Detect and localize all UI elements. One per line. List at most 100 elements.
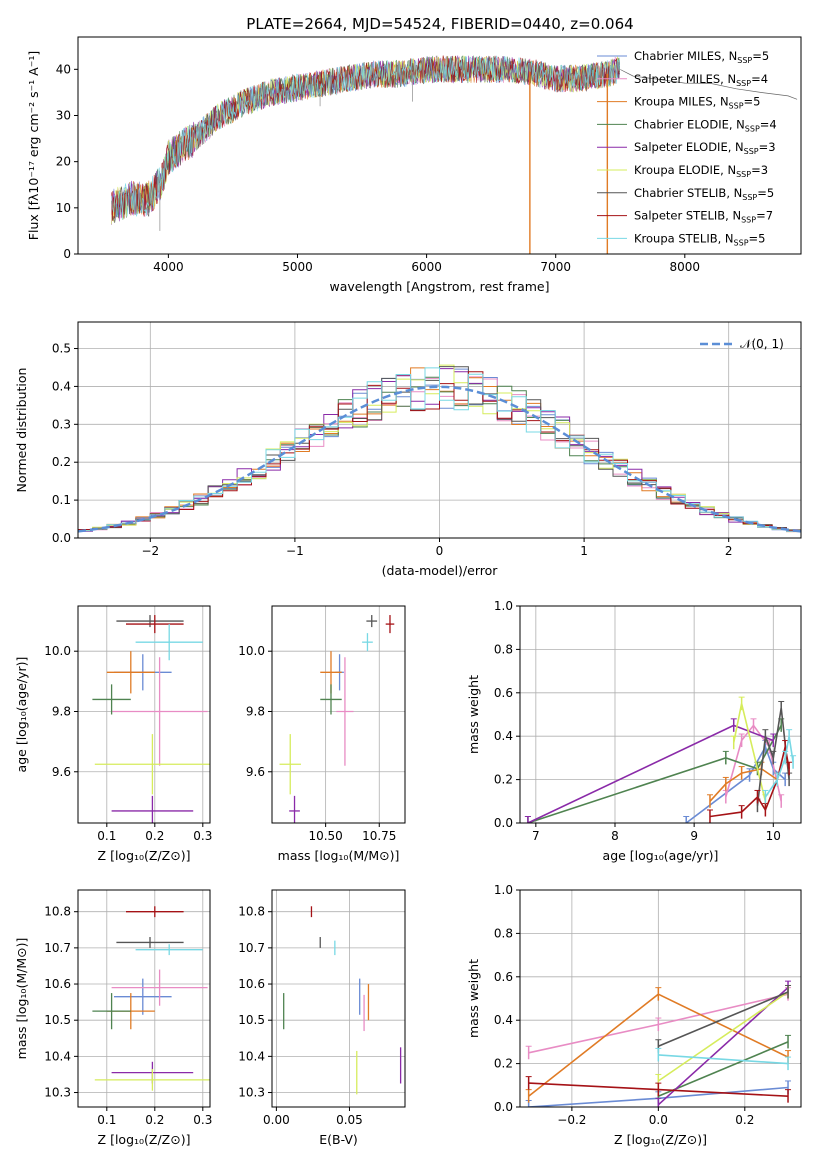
y-tick-label: 0.0: [494, 816, 513, 830]
data-point: [289, 795, 300, 823]
y-tick-label: 0.2: [494, 1057, 513, 1071]
axes-frame: [519, 605, 802, 824]
y-tick-label: 10.0: [44, 644, 71, 658]
y-tick-label: 40: [56, 62, 71, 76]
x-tick-label: −2: [141, 544, 159, 558]
data-point: [126, 615, 184, 634]
legend-label: 𝒩(0, 1): [740, 337, 784, 351]
y-tick-label: 10: [56, 201, 71, 215]
spectrum-line: [111, 55, 620, 221]
y-axis-label: age [log₁₀(age/yr)]: [14, 657, 29, 773]
y-tick-label: 20: [56, 155, 71, 169]
legend-count: =4: [760, 117, 777, 131]
x-tick-label: 6000: [411, 260, 442, 274]
y-tick-label: 0.1: [52, 493, 71, 507]
y-tick-label: 10.4: [44, 1049, 71, 1063]
x-tick-label: 8: [611, 829, 619, 843]
data-point: [385, 615, 395, 634]
panel-mass-vs-ebv: 0.00 0.05 10.3 10.4 10.5 10.6 10.7 10.8 E(B-V): [238, 889, 406, 1147]
y-tick-label: 1.0: [494, 599, 513, 613]
mass-weight-series: [657, 991, 789, 1047]
data-point: [92, 684, 131, 715]
data-point: [126, 906, 184, 918]
legend: 𝒩(0, 1): [700, 337, 784, 351]
y-tick-label: 10.7: [44, 941, 71, 955]
legend-label: Chabrier STELIB, NSSP=5: [634, 186, 774, 202]
x-axis-label: Z [log₁₀(Z/Z⊙)]: [98, 848, 191, 863]
y-tick-label: 0.3: [52, 417, 71, 431]
panels: 4000 5000 6000 7000 8000010203040wavelength …: [14, 36, 802, 1147]
normal-reference-curve: [78, 385, 801, 533]
y-tick-label: 10.5: [238, 1013, 265, 1027]
panel-spectrum: 4000 5000 6000 7000 8000 0 10 20 30 40 wavelength …: [26, 36, 802, 294]
data-point: [106, 651, 155, 694]
data-point: [94, 734, 210, 795]
data-point: [366, 615, 378, 628]
y-tick-label: 9.8: [52, 704, 71, 718]
mass-weight-series: [685, 745, 786, 823]
y-axis-label: mass weight: [466, 675, 481, 754]
data-point: [111, 657, 208, 766]
data-point: [111, 969, 208, 1006]
y-tick-label: 0.2: [494, 773, 513, 787]
y-tick-label: 10.6: [238, 977, 265, 991]
data-point: [111, 795, 194, 823]
legend-count: =3: [751, 163, 768, 177]
legend-subscript: SSP: [734, 238, 749, 247]
y-tick-label: 10.3: [44, 1086, 71, 1100]
y-tick-label: 10.8: [238, 905, 265, 919]
y-tick-label: 9.8: [246, 704, 265, 718]
x-axis-label: Z [log₁₀(Z/Z⊙)]: [98, 1132, 191, 1147]
x-tick-label: 10: [766, 829, 781, 843]
legend-label: Chabrier MILES, NSSP=5: [634, 49, 769, 65]
axes-frame: [77, 36, 802, 255]
legend-label: Kroupa ELODIE, NSSP=3: [634, 163, 768, 179]
plot-area: [283, 906, 402, 1095]
y-tick-label: 10.3: [238, 1086, 265, 1100]
legend-subscript: SSP: [745, 124, 760, 133]
legend-label: Salpeter MILES, NSSP=4: [634, 72, 768, 88]
figure-title: PLATE=2664, MJD=54524, FIBERID=0440, z=0…: [246, 15, 633, 33]
y-tick-label: 0.0: [494, 1100, 513, 1114]
x-tick-label: 7000: [540, 260, 571, 274]
y-tick-label: 0.0: [52, 531, 71, 545]
panel-age-vs-mass: 10.50 10.75 9.6 9.8 10.0 mass [log₁₀(M/M⊙)]: [238, 605, 406, 863]
data-point: [116, 615, 184, 628]
plot-area: [524, 696, 797, 823]
legend-label: Kroupa MILES, NSSP=5: [634, 95, 760, 111]
panel-mass-weight-vs-age: 7 8 9 10 0.0 0.2 0.4 0.6 0.8 1.0 age [log₁₀(age/yr…: [466, 599, 802, 863]
data-point: [336, 657, 354, 766]
legend-subscript: SSP: [729, 102, 744, 111]
data-point: [320, 684, 342, 715]
y-tick-label: 0.8: [494, 642, 513, 656]
y-tick-label: 0.6: [494, 686, 513, 700]
y-tick-label: 9.6: [52, 765, 71, 779]
x-tick-label: 0.05: [336, 1113, 363, 1127]
legend-count: =7: [756, 209, 773, 223]
legend-count: =5: [749, 231, 766, 245]
plot-area: [92, 615, 210, 823]
legend-subscript: SSP: [737, 56, 752, 65]
x-tick-label: 7: [532, 829, 540, 843]
x-tick-label: 0.2: [145, 1113, 164, 1127]
y-axis-label: mass weight: [466, 959, 481, 1038]
y-tick-label: 1.0: [494, 883, 513, 897]
legend-label: Kroupa STELIB, NSSP=5: [634, 231, 765, 247]
x-axis-label: mass [log₁₀(M/M⊙)]: [278, 848, 400, 863]
mass-weight-series: [658, 1054, 789, 1065]
x-tick-label: 0.1: [97, 829, 116, 843]
x-axis-label: age [log₁₀(age/yr)]: [603, 848, 719, 863]
data-point: [116, 937, 184, 948]
panel-residuals: −2 −1 0 1 2 0.0 0.1 0.2 0.3 0.4 0.5 (data-model)/er…: [14, 321, 802, 578]
data-point: [92, 993, 131, 1030]
y-tick-label: 0.2: [52, 455, 71, 469]
plot-area: [92, 906, 210, 1091]
y-tick-label: 10.4: [238, 1049, 265, 1063]
y-tick-label: 0.5: [52, 342, 71, 356]
legend-subscript: SSP: [744, 147, 759, 156]
x-tick-label: 0.3: [193, 1113, 212, 1127]
y-tick-label: 0.4: [494, 729, 513, 743]
panel-age-vs-Z: 0.1 0.2 0.3 9.6 9.8 10.0 Z [log₁₀(Z/Z⊙)] age [l…: [14, 605, 212, 863]
y-axis-label: Flux [fλ10⁻¹⁷ erg cm⁻² s⁻¹ A⁻¹]: [26, 51, 41, 240]
x-axis-label: Z [log₁₀(Z/Z⊙)]: [614, 1132, 707, 1147]
